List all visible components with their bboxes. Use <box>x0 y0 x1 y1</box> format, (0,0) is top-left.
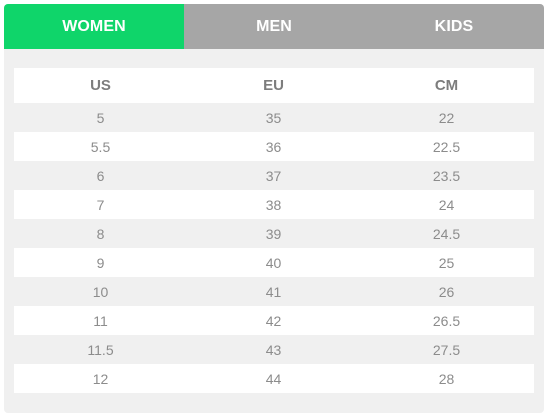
gender-tabs: WOMEN MEN KIDS <box>4 4 544 49</box>
cell-eu: 43 <box>265 341 282 358</box>
cell-eu: 41 <box>265 283 282 300</box>
cell-us: 5 <box>96 109 105 126</box>
header-us: US <box>90 77 111 94</box>
cell-us: 12 <box>92 370 109 387</box>
cell-us: 6 <box>96 167 105 184</box>
table-row: 11 42 26.5 <box>14 306 534 335</box>
table-header-row: US EU CM <box>14 68 534 103</box>
table-row: 11.5 43 27.5 <box>14 335 534 364</box>
cell-cm: 26 <box>438 283 455 300</box>
cell-eu: 36 <box>265 138 282 155</box>
cell-eu: 35 <box>265 109 282 126</box>
table-row: 7 38 24 <box>14 190 534 219</box>
cell-cm: 24.5 <box>432 225 461 242</box>
tab-women[interactable]: WOMEN <box>4 4 184 49</box>
size-chart-widget: WOMEN MEN KIDS US EU CM 5 35 22 5.5 36 2… <box>4 4 544 413</box>
cell-cm: 28 <box>438 370 455 387</box>
table-row: 8 39 24.5 <box>14 219 534 248</box>
cell-cm: 27.5 <box>432 341 461 358</box>
cell-cm: 22.5 <box>432 138 461 155</box>
cell-us: 9 <box>96 254 105 271</box>
cell-eu: 38 <box>265 196 282 213</box>
cell-eu: 39 <box>265 225 282 242</box>
cell-eu: 40 <box>265 254 282 271</box>
cell-eu: 37 <box>265 167 282 184</box>
table-row: 10 41 26 <box>14 277 534 306</box>
header-eu: EU <box>263 77 284 94</box>
table-row: 12 44 28 <box>14 364 534 393</box>
cell-us: 11 <box>93 312 108 329</box>
cell-cm: 24 <box>438 196 455 213</box>
cell-us: 7 <box>96 196 105 213</box>
table-row: 9 40 25 <box>14 248 534 277</box>
cell-cm: 23.5 <box>432 167 461 184</box>
table-row: 6 37 23.5 <box>14 161 534 190</box>
table-row: 5.5 36 22.5 <box>14 132 534 161</box>
cell-cm: 26.5 <box>432 312 461 329</box>
header-cm: CM <box>434 77 459 94</box>
cell-cm: 22 <box>438 109 455 126</box>
tab-men[interactable]: MEN <box>184 4 364 49</box>
cell-us: 11.5 <box>87 341 114 358</box>
tab-kids[interactable]: KIDS <box>364 4 544 49</box>
cell-us: 10 <box>92 283 109 300</box>
table-row: 5 35 22 <box>14 103 534 132</box>
cell-eu: 44 <box>265 370 282 387</box>
cell-eu: 42 <box>265 312 282 329</box>
cell-us: 5.5 <box>90 138 111 155</box>
cell-us: 8 <box>96 225 105 242</box>
size-table: US EU CM 5 35 22 5.5 36 22.5 6 37 23.5 7… <box>14 68 534 393</box>
cell-cm: 25 <box>438 254 455 271</box>
